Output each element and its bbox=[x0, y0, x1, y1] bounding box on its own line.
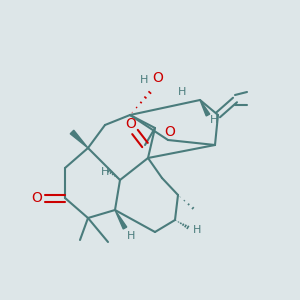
Text: H: H bbox=[127, 231, 135, 241]
Text: H: H bbox=[101, 167, 109, 177]
Text: O: O bbox=[153, 71, 164, 85]
Text: H: H bbox=[178, 87, 186, 97]
Text: H: H bbox=[140, 75, 148, 85]
Text: H: H bbox=[193, 225, 201, 235]
Text: O: O bbox=[32, 191, 42, 205]
Polygon shape bbox=[115, 210, 127, 229]
Polygon shape bbox=[70, 130, 88, 148]
Text: H: H bbox=[210, 115, 218, 125]
Text: O: O bbox=[126, 117, 136, 131]
Text: O: O bbox=[165, 125, 176, 139]
Polygon shape bbox=[200, 100, 210, 116]
